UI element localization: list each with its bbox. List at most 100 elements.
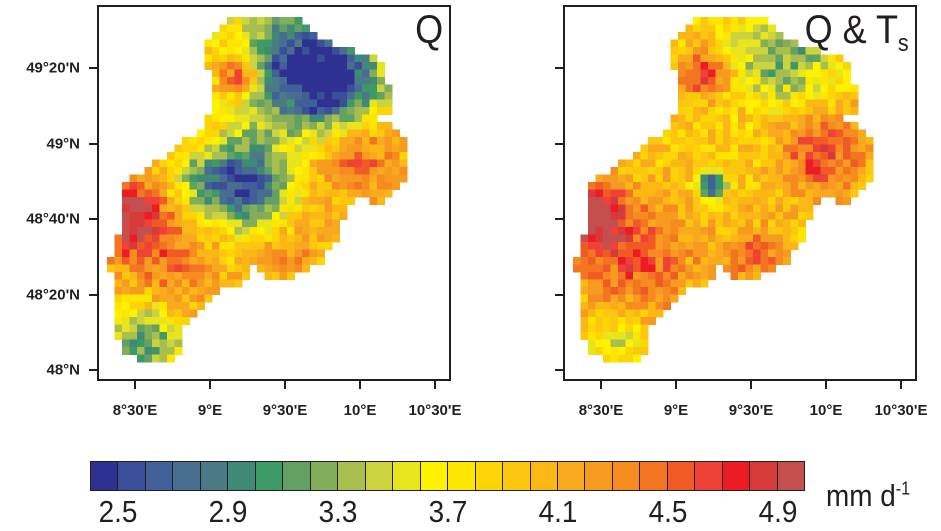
grid-cell	[663, 279, 671, 288]
grid-cell	[399, 167, 408, 175]
grid-cell	[384, 159, 393, 168]
grid-cell	[174, 204, 183, 213]
colorbar-box	[750, 462, 778, 490]
grid-cell	[234, 189, 243, 198]
grid-cell	[708, 17, 716, 25]
grid-cell	[813, 92, 821, 100]
grid-cell	[588, 257, 596, 265]
grid-cell	[257, 174, 265, 183]
grid-cell	[813, 182, 821, 190]
grid-cell	[324, 152, 333, 160]
grid-cell	[204, 212, 213, 220]
grid-cell	[768, 54, 776, 63]
grid-cell	[242, 137, 250, 145]
grid-cell	[219, 62, 228, 70]
grid-cell	[685, 39, 694, 48]
grid-cell	[790, 204, 799, 213]
grid-cell	[618, 167, 626, 175]
grid-cell	[122, 317, 130, 325]
grid-cell	[159, 167, 168, 175]
grid-cell	[204, 39, 213, 48]
grid-cell	[700, 69, 709, 78]
grid-cell	[242, 47, 250, 55]
grid-cell	[212, 129, 220, 138]
grid-cell	[182, 279, 190, 288]
colorbar-box	[228, 462, 256, 490]
grid-cell	[753, 167, 761, 175]
grid-cell	[347, 54, 355, 63]
grid-cell	[678, 234, 686, 243]
grid-cell	[302, 227, 310, 235]
grid-cell	[384, 152, 393, 160]
grid-cell	[580, 257, 589, 265]
grid-cell	[197, 182, 205, 190]
grid-cell	[588, 272, 596, 280]
colorbar-box	[475, 462, 504, 490]
grid-cell	[783, 182, 791, 190]
grid-cell	[580, 309, 589, 318]
grid-cell	[159, 257, 168, 265]
grid-cell	[633, 242, 641, 250]
grid-cell	[189, 219, 198, 228]
grid-cell	[640, 159, 649, 168]
grid-cell	[324, 92, 333, 100]
grid-cell	[324, 47, 333, 55]
grid-cell	[820, 144, 829, 153]
grid-cell	[212, 137, 220, 145]
grid-cell	[850, 84, 859, 93]
grid-cell	[257, 107, 265, 115]
grid-cell	[828, 107, 836, 115]
grid-cell	[738, 249, 746, 258]
grid-cell	[730, 249, 739, 258]
grid-cell	[317, 249, 325, 258]
grid-cell	[685, 24, 694, 33]
grid-cell	[272, 107, 280, 115]
grid-cell	[685, 212, 694, 220]
grid-cell	[760, 107, 769, 115]
grid-cell	[595, 174, 604, 183]
grid-cell	[730, 204, 739, 213]
grid-cell	[129, 257, 138, 265]
grid-cell	[820, 99, 829, 108]
grid-cell	[753, 272, 761, 280]
grid-cell	[242, 242, 250, 250]
grid-cell	[790, 77, 799, 85]
grid-cell	[768, 182, 776, 190]
grid-cell	[332, 77, 340, 85]
grid-cell	[790, 167, 799, 175]
grid-cell	[279, 17, 288, 25]
grid-cell	[332, 144, 340, 153]
grid-cell	[249, 62, 258, 70]
grid-cell	[182, 272, 190, 280]
grid-cell	[693, 77, 701, 85]
grid-cell	[234, 32, 243, 40]
grid-cell	[790, 62, 799, 70]
grid-cell	[369, 62, 378, 70]
grid-cell	[279, 152, 288, 160]
grid-cell	[302, 77, 310, 85]
grid-cell	[843, 152, 851, 160]
grid-cell	[595, 347, 604, 355]
grid-cell	[753, 249, 761, 258]
grid-cell	[324, 197, 333, 205]
grid-cell	[242, 272, 250, 280]
grid-cell	[633, 302, 641, 310]
grid-cell	[272, 249, 280, 258]
grid-cell	[655, 242, 664, 250]
grid-cell	[242, 24, 250, 33]
grid-cell	[745, 84, 754, 93]
grid-cell	[648, 317, 656, 325]
grid-cell	[137, 287, 145, 295]
grid-cell	[655, 144, 664, 153]
grid-cell	[227, 47, 235, 55]
grid-cell	[775, 242, 784, 250]
grid-cell	[678, 39, 686, 48]
grid-cell	[648, 309, 656, 318]
grid-cell	[730, 107, 739, 115]
grid-cell	[264, 99, 273, 108]
grid-cell	[685, 144, 694, 153]
grid-cell	[182, 137, 190, 145]
grid-cell	[392, 137, 400, 145]
grid-cell	[685, 182, 694, 190]
x-tick-label: 10°E	[809, 402, 843, 419]
